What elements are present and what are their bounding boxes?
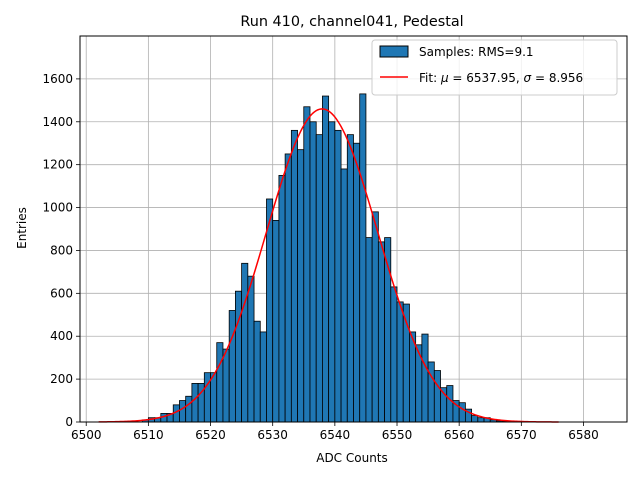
histogram-bar [297, 149, 305, 423]
histogram-bar [284, 153, 292, 423]
histogram-bar [191, 382, 199, 423]
y-tick-label: 800 [50, 243, 73, 257]
histogram-bar [458, 402, 466, 423]
fit-curve [98, 108, 559, 423]
histogram-bar [259, 331, 267, 423]
histogram-bar [272, 220, 280, 423]
histogram-bar [210, 372, 218, 423]
legend-samples-label: Samples: RMS=9.1 [419, 45, 534, 59]
chart-title: Run 410, channel041, Pedestal [240, 14, 463, 30]
histogram-bar [247, 275, 255, 423]
y-tick-label: 400 [50, 329, 73, 343]
histogram-bar [334, 129, 342, 423]
histogram-bar [266, 198, 274, 423]
y-tick-label: 200 [50, 372, 73, 386]
x-tick-label: 6570 [506, 428, 537, 442]
histogram-bar [241, 262, 249, 423]
histogram-bar [179, 400, 187, 423]
histogram-bar [278, 174, 286, 423]
histogram-bar [359, 93, 367, 423]
histogram-bar [409, 331, 417, 423]
histogram-bar [309, 121, 317, 423]
x-tick-label: 6500 [71, 428, 102, 442]
x-tick-label: 6520 [195, 428, 226, 442]
fit-curve-group [98, 108, 559, 423]
x-tick-label: 6550 [382, 428, 413, 442]
x-tick-label: 6510 [133, 428, 164, 442]
histogram-bar [328, 121, 336, 423]
histogram-bar [377, 241, 385, 423]
histogram-bar [216, 342, 224, 423]
histogram-bar [433, 370, 441, 423]
histogram-bar [303, 106, 311, 423]
histogram-bars [141, 93, 510, 423]
histogram-bar [322, 95, 330, 423]
x-tick-label: 6580 [568, 428, 599, 442]
x-tick-label: 6540 [320, 428, 351, 442]
histogram-bar [185, 395, 193, 423]
y-tick-label: 1600 [42, 72, 73, 86]
plot-frame [79, 35, 628, 423]
histogram-bar [222, 348, 230, 423]
legend: Samples: RMS=9.1 Fit: μ = 6537.95, σ = 8… [371, 39, 618, 96]
histogram-bar [427, 361, 435, 423]
plot-area [79, 35, 628, 423]
histogram-bar [234, 290, 243, 423]
y-tick-label: 1000 [42, 201, 73, 215]
y-tick-label: 0 [65, 415, 73, 429]
y-tick-label: 1400 [42, 115, 73, 129]
legend-fit-label: Fit: μ = 6537.95, σ = 8.956 [419, 71, 583, 85]
x-tick-label: 6530 [257, 428, 288, 442]
x-tick-label: 6560 [444, 428, 475, 442]
histogram-bar [446, 385, 454, 423]
y-tick-label: 600 [50, 286, 73, 300]
histogram-bar [340, 168, 348, 423]
y-axis-ticks: 0 200 400 600 800 1000 1200 1400 1600 [42, 72, 80, 429]
x-axis-ticks: 6500 6510 6520 6530 6540 6550 6560 6570 6580 [71, 422, 599, 442]
histogram-bar [290, 129, 298, 423]
histogram-bar [346, 134, 354, 423]
histogram-bar [315, 134, 323, 423]
y-tick-label: 1200 [42, 158, 73, 172]
histogram-bar [396, 301, 404, 423]
histogram-bar [371, 211, 379, 423]
legend-samples-swatch [379, 45, 409, 58]
histogram-bar [365, 237, 373, 423]
histogram-bar [353, 142, 361, 423]
y-axis-label: Entries [15, 207, 29, 249]
histogram-bar [471, 415, 479, 423]
legend-box [371, 39, 618, 96]
histogram-bar [390, 286, 398, 423]
histogram-bar [477, 417, 485, 423]
histogram-bar [228, 310, 236, 423]
histogram-bar [421, 333, 429, 423]
histogram-bar [253, 320, 261, 423]
x-axis-label: ADC Counts [316, 451, 388, 465]
